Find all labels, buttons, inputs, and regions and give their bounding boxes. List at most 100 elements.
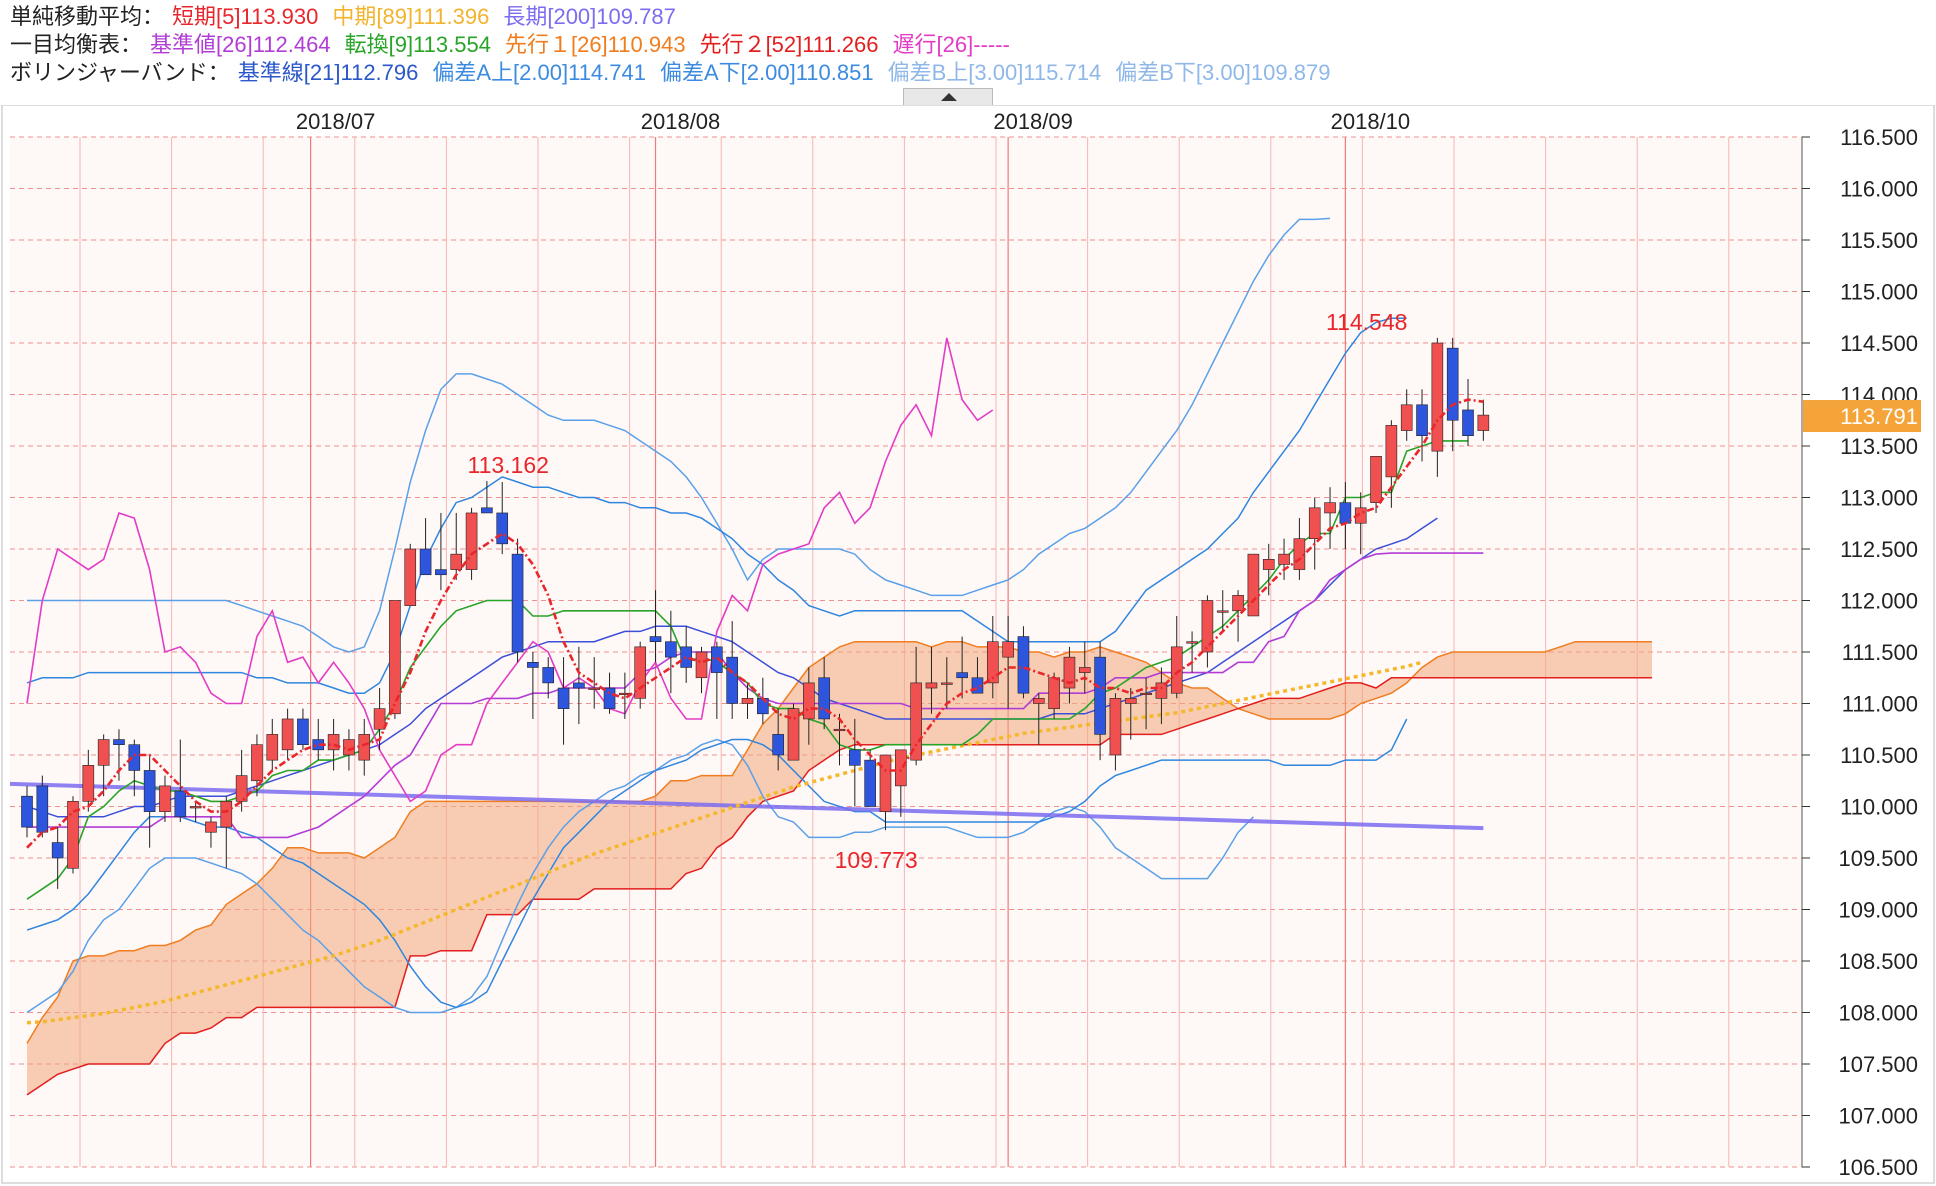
candle-body xyxy=(97,739,110,766)
candle-body xyxy=(864,759,876,807)
candle-body xyxy=(711,646,723,673)
candle xyxy=(159,775,171,822)
candle-body xyxy=(419,548,432,576)
candle xyxy=(266,718,279,771)
candle xyxy=(511,538,524,663)
candle-body xyxy=(266,734,279,761)
legend-row-sma: 単純移動平均： 短期[5]113.930 中期[89]111.396 長期[200]1… xyxy=(10,2,690,32)
candle xyxy=(1431,337,1444,477)
candle-body xyxy=(1201,600,1214,653)
chart-series: 113.162 109.773 114.548 xyxy=(9,217,1652,1096)
y-tick-label: 111.500 xyxy=(1842,640,1918,665)
candle-body xyxy=(649,636,662,642)
extreme-price-label: 113.162 xyxy=(468,452,549,478)
candle-body xyxy=(573,682,585,689)
candle-body xyxy=(281,718,294,751)
candle-body xyxy=(910,682,922,761)
candle xyxy=(327,718,340,771)
extreme-price-label: 109.773 xyxy=(835,847,918,873)
price-chart[interactable]: 2018/07 2018/08 2018/09 2018/10 113.162 109.… xyxy=(0,105,1936,1186)
candle xyxy=(542,657,555,699)
candle-body xyxy=(833,728,846,732)
legend-item-sma-1: 中期[89]111.396 xyxy=(332,4,490,29)
candle-body xyxy=(925,682,938,689)
y-tick-label: 115.500 xyxy=(1840,228,1918,253)
candle-body xyxy=(818,677,830,720)
candle-body xyxy=(82,764,95,802)
candle-body xyxy=(741,698,754,704)
candle xyxy=(1370,455,1382,513)
candle-body xyxy=(1477,414,1490,431)
candle-body xyxy=(205,821,217,833)
candle xyxy=(588,657,601,709)
candle xyxy=(97,734,110,797)
legend-item-sma-2: 長期[200]109.787 xyxy=(503,4,676,29)
candle xyxy=(51,827,64,889)
candle xyxy=(879,754,892,831)
y-tick-label: 116.000 xyxy=(1840,177,1918,202)
candle xyxy=(711,641,723,719)
candle-body xyxy=(481,507,493,514)
candle xyxy=(956,636,968,699)
candle-body xyxy=(1094,656,1106,735)
candle-body xyxy=(1216,610,1229,613)
candle-body xyxy=(895,749,907,787)
candle xyxy=(67,796,79,874)
chikou-line xyxy=(26,337,994,803)
y-tick-label: 113.500 xyxy=(1840,434,1918,459)
candle xyxy=(1416,389,1428,462)
candle-body xyxy=(879,754,892,812)
candle-body xyxy=(496,512,509,545)
candle-body xyxy=(1063,656,1076,689)
candle xyxy=(1477,399,1490,441)
candle-body xyxy=(128,744,141,771)
y-tick-label: 110.500 xyxy=(1840,743,1918,768)
candle-body xyxy=(21,795,33,828)
candle-body xyxy=(986,641,999,684)
candle xyxy=(680,626,692,683)
candle xyxy=(82,749,95,812)
candle xyxy=(220,796,233,869)
candle xyxy=(189,801,202,822)
legend-item-bollinger-4: 偏差B下[3.00]109.879 xyxy=(1115,60,1331,85)
candle-body xyxy=(1032,698,1045,704)
candle xyxy=(1002,615,1014,709)
candle-body xyxy=(1431,342,1444,452)
candle-body xyxy=(1017,636,1030,694)
y-tick-label: 108.500 xyxy=(1838,949,1918,974)
candle xyxy=(986,615,999,699)
y-tick-label: 109.000 xyxy=(1838,898,1918,923)
price-axis: 116.500116.000115.500115.000114.500114.0… xyxy=(1801,125,1921,1180)
candle-body xyxy=(358,734,371,761)
candle xyxy=(1063,646,1076,704)
legend-item-bollinger-3: 偏差B上[3.00]115.714 xyxy=(887,60,1102,85)
candle-body xyxy=(1186,641,1198,644)
y-tick-label: 108.000 xyxy=(1838,1001,1918,1026)
legend-item-ichimoku-3: 先行２[52]111.266 xyxy=(699,32,879,57)
y-tick-label: 112.500 xyxy=(1840,537,1918,562)
candle-body xyxy=(159,785,171,812)
candle xyxy=(1400,389,1413,441)
candle xyxy=(803,667,815,745)
candle xyxy=(665,610,677,694)
candle xyxy=(465,507,478,580)
candle-body xyxy=(695,651,708,679)
y-tick-label: 114.500 xyxy=(1840,331,1918,356)
candle xyxy=(1186,631,1198,673)
candle xyxy=(1262,543,1275,596)
candle xyxy=(603,672,616,714)
candle-body xyxy=(971,677,984,694)
candle xyxy=(1324,487,1336,549)
candle xyxy=(925,646,938,714)
candle xyxy=(450,512,463,580)
candle-body xyxy=(51,842,64,859)
candle-body xyxy=(297,718,309,746)
candle xyxy=(1109,693,1122,771)
candle-body xyxy=(1293,538,1306,570)
candle-body xyxy=(1462,409,1474,437)
candle xyxy=(971,657,984,694)
y-tick-label: 106.500 xyxy=(1838,1155,1918,1180)
legend-item-ichimoku-1: 転換[9]113.554 xyxy=(344,32,491,57)
candle-body xyxy=(1002,641,1014,658)
y-tick-label: 107.500 xyxy=(1838,1052,1918,1077)
